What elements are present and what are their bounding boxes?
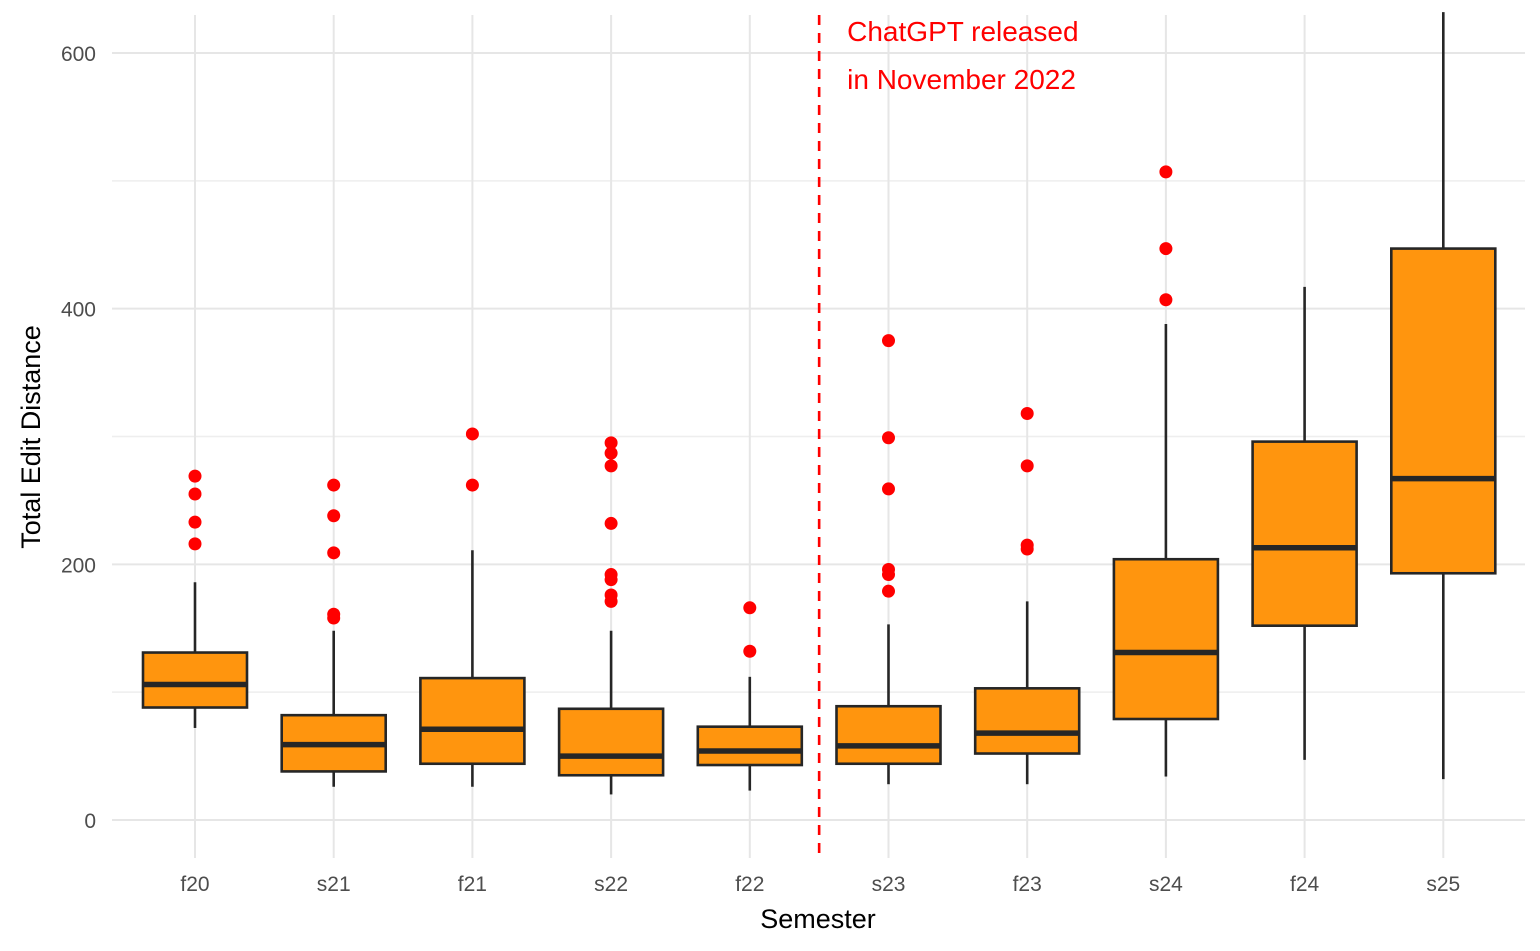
outlier-f20-2 [188,487,202,501]
iqr-box-f23 [973,687,1081,755]
annotation-line-1: ChatGPT released [847,16,1078,47]
x-tick-label-s21: s21 [317,873,351,896]
outlier-s22-5 [604,459,618,473]
outlier-f20-3 [188,469,202,483]
box-f20 [141,469,249,728]
outlier-s23-2 [882,562,895,576]
outlier-s24-1 [1159,242,1173,256]
box-s24 [1112,165,1220,777]
x-tick-label-s24: s24 [1149,873,1183,896]
iqr-box-f21 [419,676,526,766]
x-tick-label-f24: f24 [1290,873,1320,896]
iqr-box-f22 [696,725,804,767]
outlier-s23-5 [882,334,895,348]
outlier-s22-6 [604,446,618,460]
outlier-s24-2 [1159,165,1173,179]
iqr-box-s22 [557,707,665,777]
x-axis-ticks: f20 s21 f21 s22 f22 s23 f23 s24 f24 s25 [180,873,1460,896]
y-tick-label-0: 0 [84,810,96,833]
y-axis-title: Total Edit Distance [16,325,46,549]
outlier-f21-0 [465,478,479,492]
outlier-s22-1 [604,588,618,602]
y-tick-label-400: 400 [61,299,96,322]
x-tick-label-f20: f20 [180,873,209,896]
iqr-box-f24 [1251,440,1358,627]
outlier-f21-1 [465,427,479,441]
outlier-s22-4 [604,516,618,530]
outlier-s23-4 [882,431,895,445]
box-series [141,12,1497,795]
annotation-line-2: in November 2022 [847,64,1076,95]
x-axis-title: Semester [760,904,876,934]
chatgpt-annotation: ChatGPT released in November 2022 [817,15,1079,858]
outlier-f23-1 [1020,538,1034,552]
iqr-box-f20 [141,651,249,709]
box-f21 [419,427,526,787]
x-tick-label-s22: s22 [594,873,628,896]
box-s23 [835,334,942,785]
outlier-f23-2 [1020,459,1034,473]
outlier-s21-1 [327,607,341,621]
iqr-box-s25 [1390,247,1497,575]
box-f23 [973,406,1081,785]
x-tick-label-f21: f21 [458,873,487,896]
box-f22 [696,601,804,791]
outlier-f20-0 [188,537,202,551]
outlier-f22-0 [743,644,757,658]
iqr-box-s23 [835,704,942,766]
outlier-s24-0 [1159,293,1173,307]
y-axis-ticks: 0 200 400 600 [61,43,96,833]
y-tick-label-200: 200 [61,554,96,577]
x-tick-label-s25: s25 [1426,873,1460,896]
outlier-s21-3 [327,509,341,523]
outlier-f20-1 [188,515,202,529]
x-tick-label-f23: f23 [1013,873,1042,896]
box-f24 [1251,286,1358,760]
box-s22 [557,436,665,795]
box-s21 [280,478,388,787]
outlier-s23-0 [882,584,895,598]
outlier-s21-2 [327,546,341,560]
x-tick-label-f22: f22 [735,873,764,896]
y-tick-label-600: 600 [61,43,96,66]
outlier-f22-1 [743,601,757,615]
outlier-s22-7 [604,436,618,450]
outlier-s22-3 [604,568,618,582]
outlier-s21-4 [327,478,341,492]
x-tick-label-s23: s23 [872,873,906,896]
box-s25 [1390,12,1497,780]
iqr-box-s24 [1112,557,1220,721]
outlier-f23-3 [1020,406,1034,420]
outlier-s23-3 [882,482,895,496]
